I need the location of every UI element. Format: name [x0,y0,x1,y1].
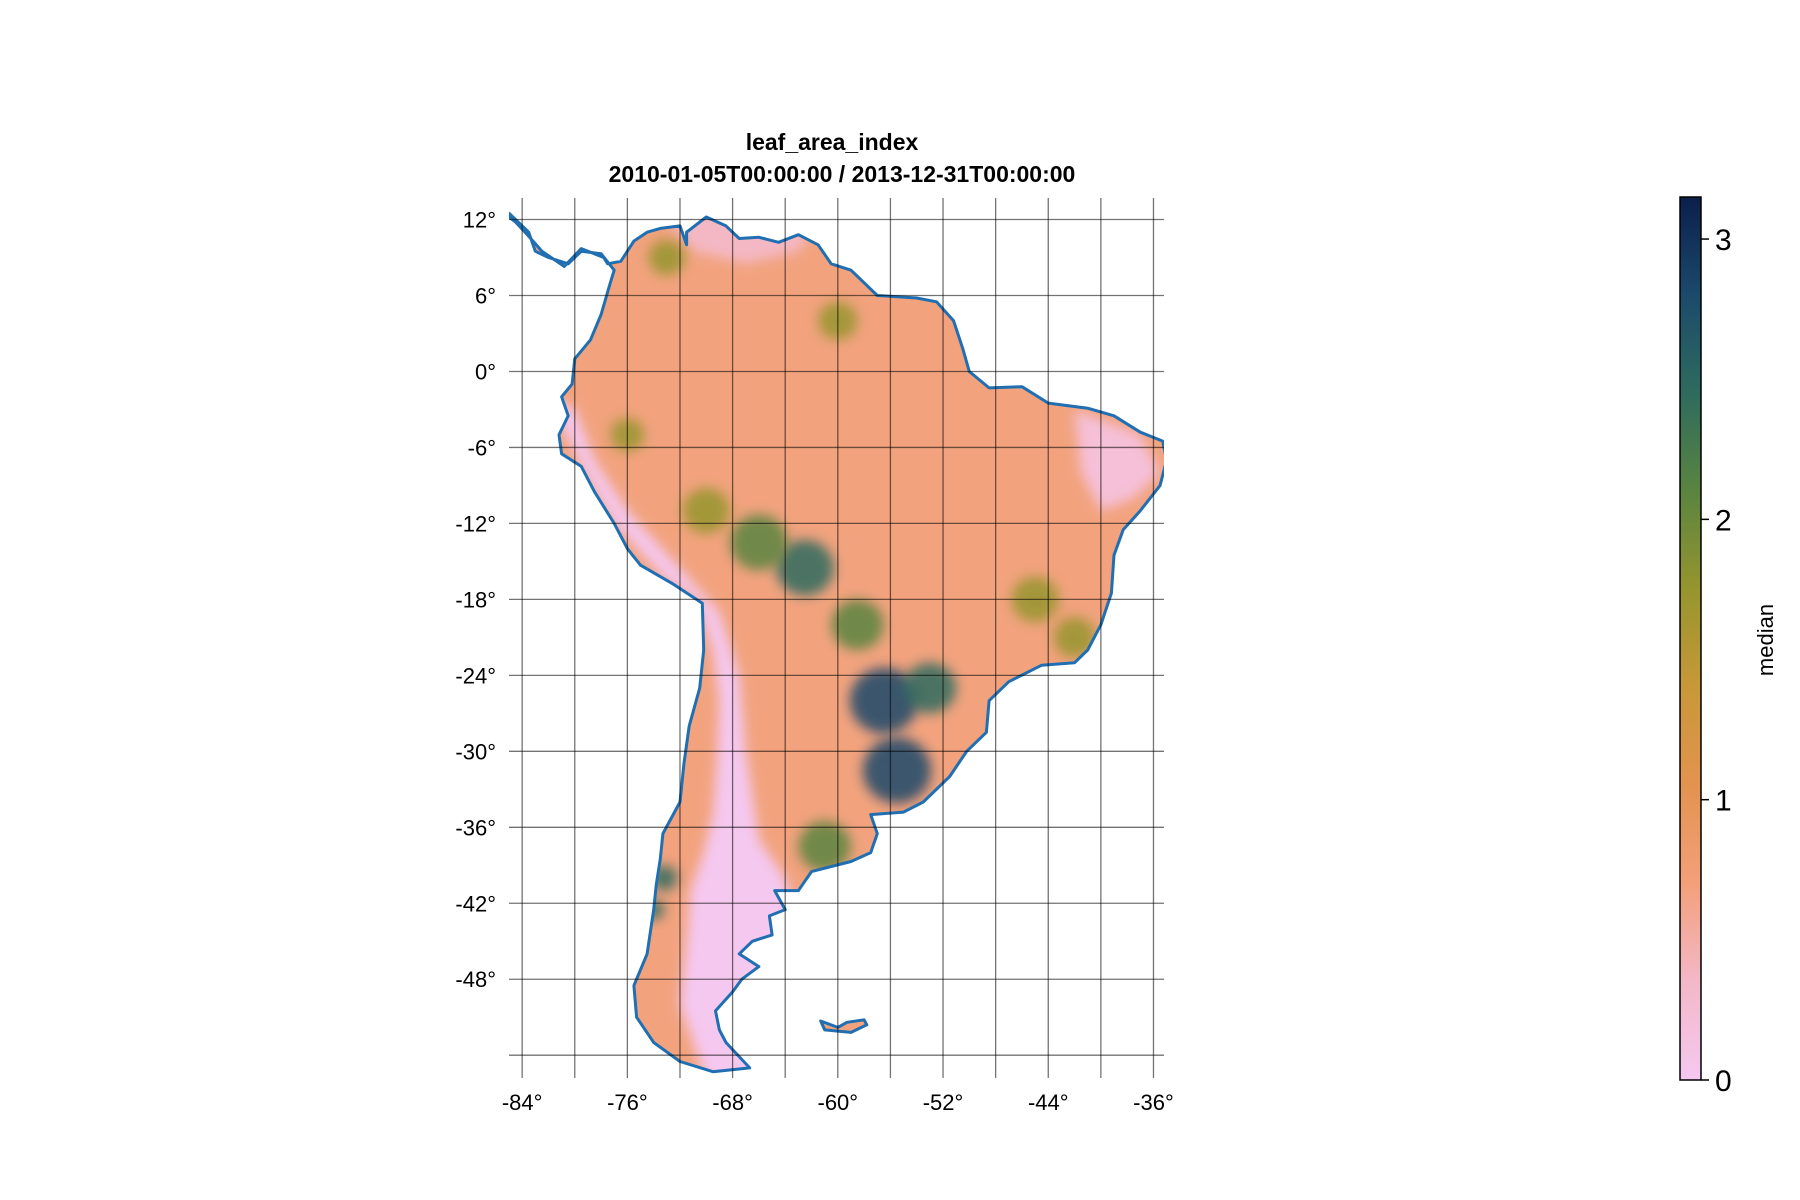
x-tick-label: -44° [1028,1090,1069,1115]
colorbar-scale [1679,196,1702,1081]
grid-lines [509,198,1164,1078]
colorbar-ticks: 0 1 2 3 [1701,224,1732,1098]
x-tick-label: -36° [1133,1090,1174,1115]
colorbar-tick-label: 1 [1715,785,1732,818]
high-lai-patch [729,514,788,571]
high-lai-patch [1053,617,1096,658]
x-tick-label: -60° [818,1090,859,1115]
y-tick-label: -18° [455,587,496,612]
high-lai-patch [903,662,957,714]
y-tick-label: 6° [475,283,496,308]
falklands-coastline [819,1018,869,1034]
y-tick-label: -12° [455,511,496,536]
y-tick-label: -24° [455,663,496,688]
x-axis-tick-labels: -84° -76° -68° -60° -52° -44° -36° [502,1090,1174,1115]
high-lai-patch [648,239,686,276]
y-tick-label: -48° [455,967,496,992]
colorbar-tick-label: 0 [1715,1065,1732,1098]
arid-region [548,396,812,1072]
y-tick-label: 12° [463,208,496,233]
y-tick-label: 0° [475,359,496,384]
high-lai-patch [776,539,834,596]
x-tick-label: -52° [923,1090,964,1115]
coastline [509,211,1164,1074]
y-axis-tick-labels: 12° 6° 0° -6° -12° -18° -24° -30° -36° -42° -48° [455,208,496,993]
colorbar-tick-label: 2 [1715,504,1732,537]
y-tick-label: -6° [468,435,496,460]
x-tick-label: -68° [712,1090,753,1115]
y-tick-label: -30° [455,739,496,764]
coastline-layer [509,211,1164,1074]
x-tick-label: -76° [607,1090,648,1115]
colorbar-label: median [1753,604,1778,676]
chart-title: leaf_area_index [746,129,919,155]
y-tick-label: -36° [455,815,496,840]
nordeste-dry-region [1074,409,1161,511]
chart-subtitle: 2010-01-05T00:00:00 / 2013-12-31T00:00:0… [609,161,1076,187]
colorbar-tick-label: 3 [1715,224,1732,257]
y-tick-label: -42° [455,891,496,916]
x-tick-label: -84° [502,1090,543,1115]
colorbar: 0 1 2 3 median [1679,196,1778,1098]
land-heatmap [509,213,1164,1072]
high-lai-patch [682,487,730,534]
high-lai-patch [831,599,884,651]
high-lai-patch [849,667,919,734]
high-lai-patch [862,737,932,804]
